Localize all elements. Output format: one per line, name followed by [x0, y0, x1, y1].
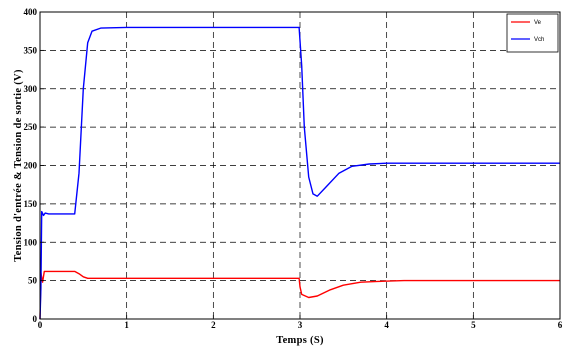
series-line-ve [39, 270, 560, 320]
series-line-vch [39, 26, 560, 320]
series-lines [39, 26, 560, 320]
y-tick-label: 300 [24, 84, 38, 94]
grid-lines [40, 12, 560, 319]
axis-ticks: 0 1 2 3 4 5 6 0 50 100 150 200 250 300 350 400 [24, 7, 563, 330]
x-tick-label: 0 [38, 320, 43, 330]
y-tick-label: 250 [24, 122, 38, 132]
x-axis-label: Temps (S) [276, 335, 324, 346]
y-tick-label: 200 [24, 161, 38, 171]
y-tick-label: 50 [28, 276, 38, 286]
x-tick-label: 1 [124, 320, 129, 330]
x-tick-label: 4 [384, 320, 389, 330]
legend: Ve Vch [506, 13, 559, 53]
y-tick-label: 100 [24, 237, 38, 247]
y-tick-label: 400 [24, 7, 38, 17]
legend-label-ve: Ve [534, 20, 542, 26]
y-tick-label: 150 [24, 199, 38, 209]
x-tick-label: 2 [211, 320, 216, 330]
y-tick-label: 0 [33, 314, 38, 324]
y-tick-label: 350 [24, 45, 38, 55]
x-tick-label: 6 [558, 320, 563, 330]
y-axis-label: Tension d'entrée & Tension de sortie (V) [13, 69, 24, 262]
x-tick-label: 3 [298, 320, 303, 330]
legend-label-vch: Vch [534, 37, 544, 43]
x-tick-label: 5 [471, 320, 476, 330]
legend-box [506, 13, 559, 53]
